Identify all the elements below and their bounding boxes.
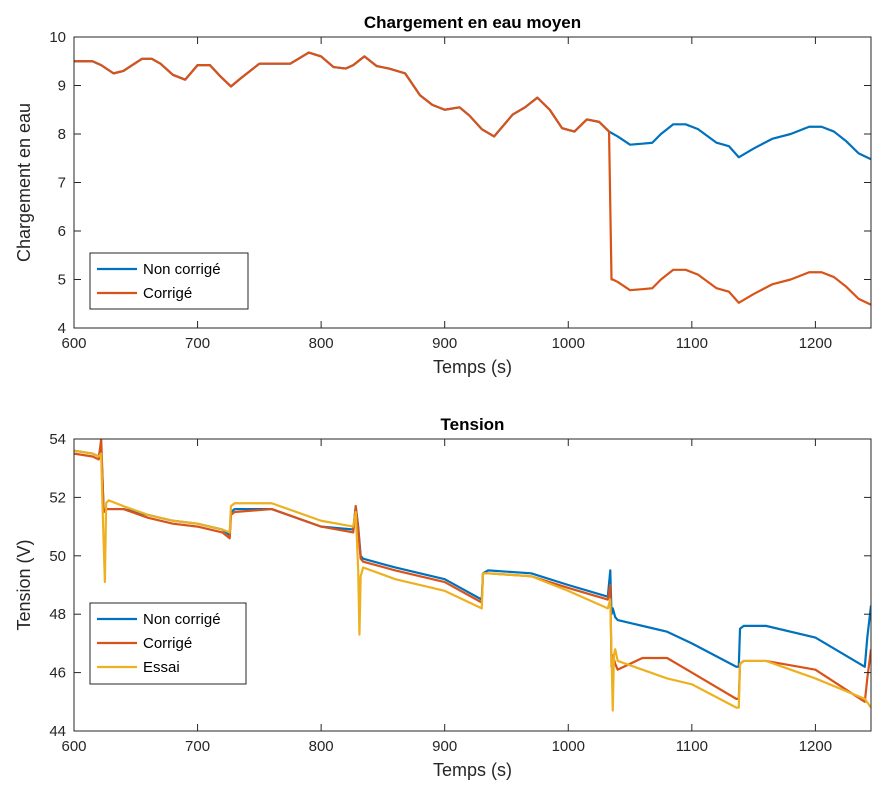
x-tick-label: 900 — [432, 738, 457, 755]
y-tick-label: 50 — [49, 548, 66, 565]
x-tick-label: 800 — [309, 738, 334, 755]
y-axis-label: Chargement en eau — [14, 103, 34, 262]
y-tick-label: 7 — [58, 175, 66, 192]
x-tick-label: 1200 — [799, 738, 832, 755]
x-tick-label: 600 — [61, 335, 86, 352]
series-line-3 — [74, 449, 871, 712]
x-tick-label: 900 — [432, 335, 457, 352]
y-tick-label: 9 — [58, 78, 66, 95]
x-tick-label: 1100 — [676, 738, 708, 755]
legend-entry: Essai — [143, 659, 180, 676]
y-tick-label: 44 — [49, 723, 66, 740]
x-tick-label: 1100 — [676, 335, 708, 352]
y-axis-label: Tension (V) — [14, 539, 34, 630]
legend-entry: Non corrigé — [143, 261, 221, 278]
legend-box — [89, 252, 249, 310]
series-line-2 — [74, 51, 871, 306]
chart-2: 600 700 800 900 1000 1100 1200 44 46 48 50 52 54 Tens… — [14, 415, 872, 780]
chart-title: Tension — [441, 415, 505, 434]
x-axis-label: Temps (s) — [433, 357, 512, 377]
y-tick-label: 5 — [58, 272, 66, 289]
legend-entry: Corrigé — [143, 285, 192, 302]
x-axis-label: Temps (s) — [433, 760, 512, 780]
plot-area — [74, 439, 871, 731]
x-tick-label: 1200 — [799, 335, 832, 352]
chart-title: Chargement en eau moyen — [364, 13, 581, 32]
legend-entry: Non corrigé — [143, 611, 221, 628]
x-tick-label: 700 — [185, 738, 210, 755]
y-tick-label: 48 — [49, 606, 66, 623]
x-tick-label: 800 — [309, 335, 334, 352]
axes-box — [73, 438, 872, 732]
legend: Non corrigé Corrigé — [89, 252, 249, 310]
y-tick-label: 6 — [58, 223, 66, 240]
y-tick-label: 46 — [49, 665, 66, 682]
legend-entry: Corrigé — [143, 635, 192, 652]
series-line-2 — [74, 439, 871, 703]
y-tick-label: 52 — [49, 489, 66, 506]
y-tick-label: 4 — [58, 320, 66, 337]
x-tick-label: 600 — [61, 738, 86, 755]
chart-1: 600 700 800 900 1000 1100 1200 4 5 6 7 8 9 10 Chargeme… — [14, 13, 872, 377]
x-tick-label: 700 — [185, 335, 210, 352]
x-tick-label: 1000 — [552, 335, 585, 352]
y-tick-label: 10 — [49, 29, 66, 46]
y-tick-label: 8 — [58, 126, 66, 143]
x-tick-label: 1000 — [552, 738, 585, 755]
legend: Non corrigé Corrigé Essai — [89, 602, 247, 685]
y-tick-label: 54 — [49, 431, 66, 448]
